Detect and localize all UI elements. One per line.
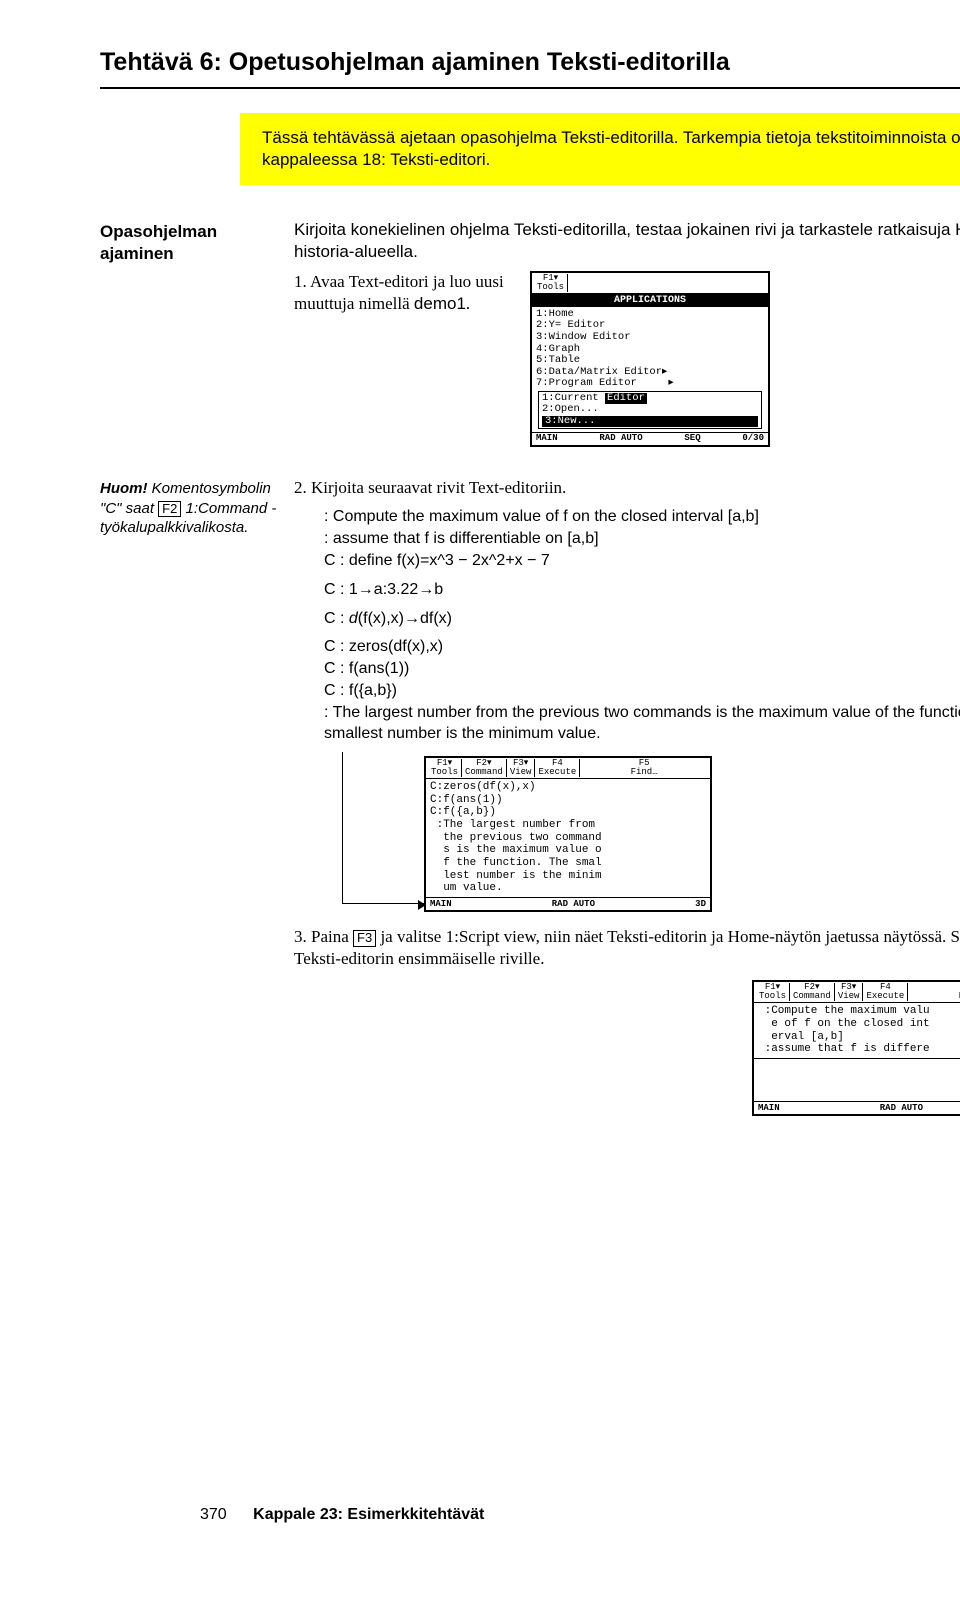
pointer-arrow	[334, 752, 424, 912]
app-line: 7:Program Editor ▸	[536, 378, 764, 390]
status-r1: SEQ	[684, 434, 700, 444]
section-intro: Kirjoita konekielinen ohjelma Teksti-edi…	[294, 219, 960, 263]
status-center: RAD AUTO	[599, 434, 642, 444]
step-2-heading: 2. Kirjoita seuraavat rivit Text-editori…	[294, 477, 960, 499]
status-left: MAIN	[536, 434, 558, 444]
page-number: 370	[200, 1506, 227, 1523]
key-f3: F3	[353, 930, 376, 946]
calc-menu: F1▾Tools F2▾Command F3▾View F4Execute F5…	[426, 758, 710, 779]
app-line: 5:Table	[536, 355, 764, 367]
title-rule	[100, 87, 960, 89]
sub-menu: 1:Current Editor 2:Open... 3:New...	[538, 391, 762, 430]
callout-text: Tässä tehtävässä ajetaan opasohjelma Tek…	[262, 128, 960, 169]
section-step2: Huom! Komentosymbolin "C" saat F2 1:Comm…	[100, 477, 960, 1116]
page-title: Tehtävä 6: Opetusohjelman ajaminen Tekst…	[100, 46, 960, 79]
calc-screen-editor: F1▾Tools F2▾Command F3▾View F4Execute F5…	[424, 756, 712, 912]
callout-box: Tässä tehtävässä ajetaan opasohjelma Tek…	[240, 113, 960, 185]
calc-title: APPLICATIONS	[532, 294, 768, 307]
page-footer: 370 Kappale 23: Esimerkkitehtävät	[200, 1505, 484, 1526]
calc-screen-split: F1▾Tools F2▾Command F3▾View F4Execute F5…	[752, 980, 960, 1116]
code-block: : Compute the maximum value of f on the …	[324, 507, 960, 744]
status-r2: 0/30	[742, 434, 764, 444]
menu-f1: F1▾Tools	[534, 274, 568, 292]
chapter-label: Kappale 23: Esimerkkitehtävät	[253, 1506, 484, 1523]
app-line: 3:Window Editor	[536, 332, 764, 344]
key-f2: F2	[158, 501, 181, 517]
step-3-text: 3. Paina F3 ja valitse 1:Script view, ni…	[294, 926, 960, 970]
section-label: Opasohjelman ajaminen	[100, 219, 282, 448]
step-1-text: 1. Avaa Text-editori ja luo uusi muuttuj…	[294, 271, 514, 315]
section-opasohjelman: Opasohjelman ajaminen Kirjoita konekieli…	[100, 219, 960, 448]
sidenote: Huom! Komentosymbolin "C" saat F2 1:Comm…	[100, 477, 282, 1116]
calc-screen-applications: F1▾Tools APPLICATIONS 1:Home 2:Y= Editor…	[530, 271, 770, 447]
